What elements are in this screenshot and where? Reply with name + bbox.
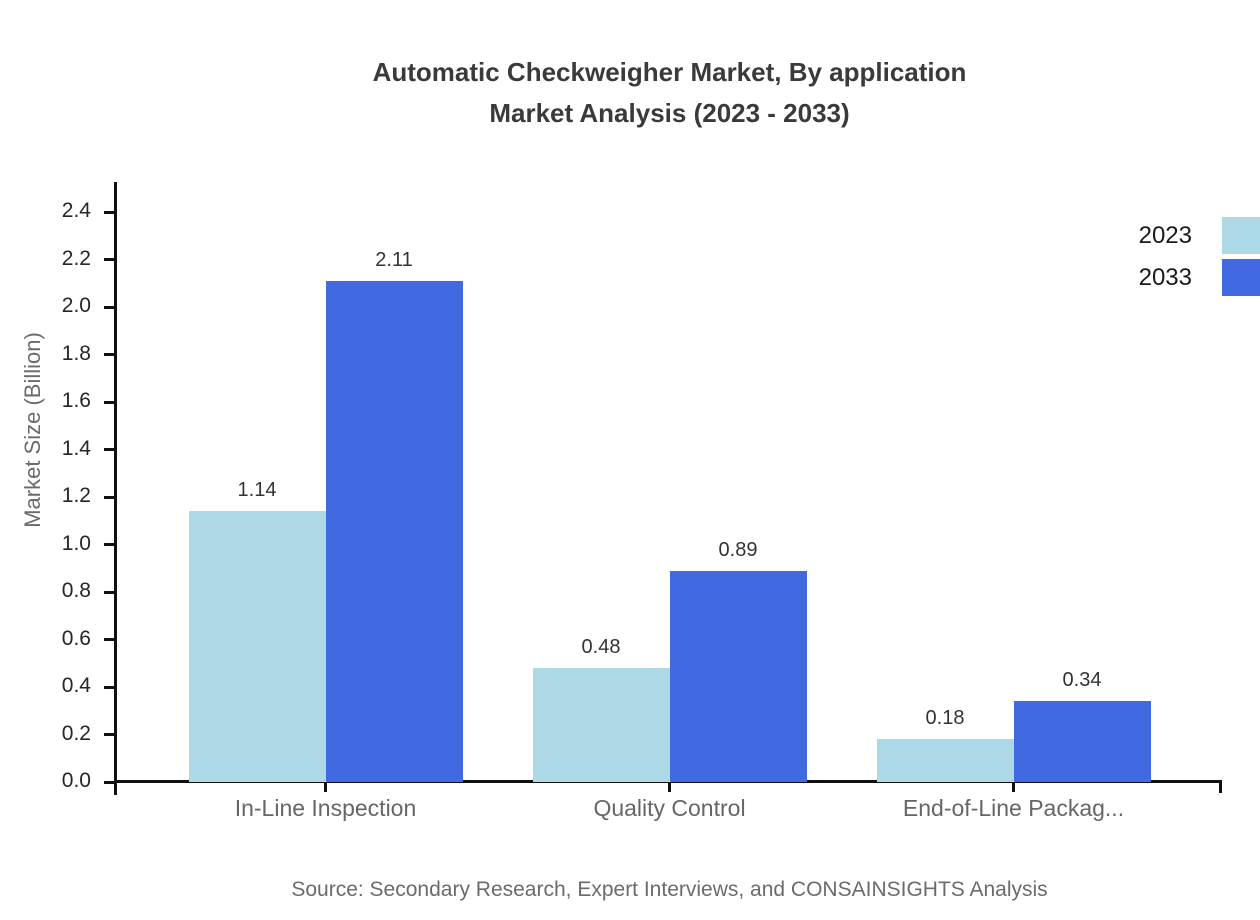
bar-value-label: 0.18 <box>925 707 965 730</box>
y-tick-label: 1.4 <box>61 436 91 460</box>
bar-value-label: 1.14 <box>237 479 277 502</box>
legend-swatch-2033 <box>1222 259 1260 296</box>
y-axis-line <box>114 182 117 795</box>
legend-item-2023: 2023 <box>1139 217 1260 254</box>
y-tick-mark <box>104 543 114 546</box>
x-tick-label: Quality Control <box>593 795 746 821</box>
x-tick-mark <box>324 782 327 792</box>
y-tick-label: 2.0 <box>61 294 91 317</box>
y-tick-mark <box>104 210 114 214</box>
plot-area: 0.0 0.2 0.4 0.6 0.8 1.0 1.2 1.4 1.6 1.8 2.0 2.2 2.4 … <box>62 182 1222 821</box>
bar-2033-0 <box>325 280 463 782</box>
legend-label: 2033 <box>1138 263 1192 291</box>
y-tick-label: 2.2 <box>61 246 91 270</box>
chart-title: Automatic Checkweigher Market, By applic… <box>117 52 1222 134</box>
y-tick-mark <box>104 590 114 594</box>
y-tick-label: 0.2 <box>61 721 91 745</box>
source-note: Source: Secondary Research, Expert Inter… <box>291 878 1048 901</box>
y-tick-label: 1.2 <box>61 484 91 507</box>
x-axis-end-tick <box>1219 780 1222 793</box>
x-tick-label: End-of-Line Packag... <box>902 795 1125 821</box>
bar-2033-2 <box>1013 701 1151 782</box>
y-tick-mark <box>104 400 114 404</box>
x-tick-mark <box>668 782 671 792</box>
x-tick-mark <box>1012 782 1015 792</box>
y-tick-mark <box>104 448 114 451</box>
y-tick-label: 2.4 <box>61 199 91 222</box>
y-tick-mark <box>104 258 114 261</box>
x-tick-label: In-Line Inspection <box>234 795 417 821</box>
bar-value-label: 0.48 <box>581 636 621 658</box>
legend: 2023 2033 <box>1139 217 1260 301</box>
y-tick-mark <box>104 685 114 689</box>
y-tick-mark <box>104 638 114 641</box>
y-tick-label: 1.6 <box>61 389 91 412</box>
bar-2033-1 <box>669 570 807 782</box>
chart-title-line2: Market Analysis (2023 - 2033) <box>489 98 850 128</box>
bar-value-label: 2.11 <box>375 248 413 271</box>
y-tick-label: 1.8 <box>61 341 91 365</box>
legend-swatch-2023 <box>1222 217 1260 254</box>
y-tick-mark <box>104 353 114 356</box>
y-tick-mark <box>104 305 114 309</box>
y-tick-label: 0.0 <box>61 769 91 792</box>
y-tick-mark <box>104 733 114 736</box>
y-tick-label: 0.6 <box>61 626 91 650</box>
legend-label: 2023 <box>1138 221 1192 249</box>
y-tick-mark <box>104 780 114 784</box>
chart-title-line1: Automatic Checkweigher Market, By applic… <box>372 57 967 87</box>
y-tick-label: 1.0 <box>61 531 91 555</box>
y-tick-label: 0.4 <box>61 674 91 697</box>
y-tick-label: 0.8 <box>61 579 91 602</box>
bar-2023-2 <box>876 739 1014 782</box>
bar-value-label: 0.89 <box>718 538 758 561</box>
bar-2023-0 <box>188 511 326 782</box>
bar-value-label: 0.34 <box>1062 669 1102 692</box>
bar-2023-1 <box>532 668 670 782</box>
legend-item-2033: 2033 <box>1139 259 1260 296</box>
y-tick-mark <box>104 495 114 499</box>
